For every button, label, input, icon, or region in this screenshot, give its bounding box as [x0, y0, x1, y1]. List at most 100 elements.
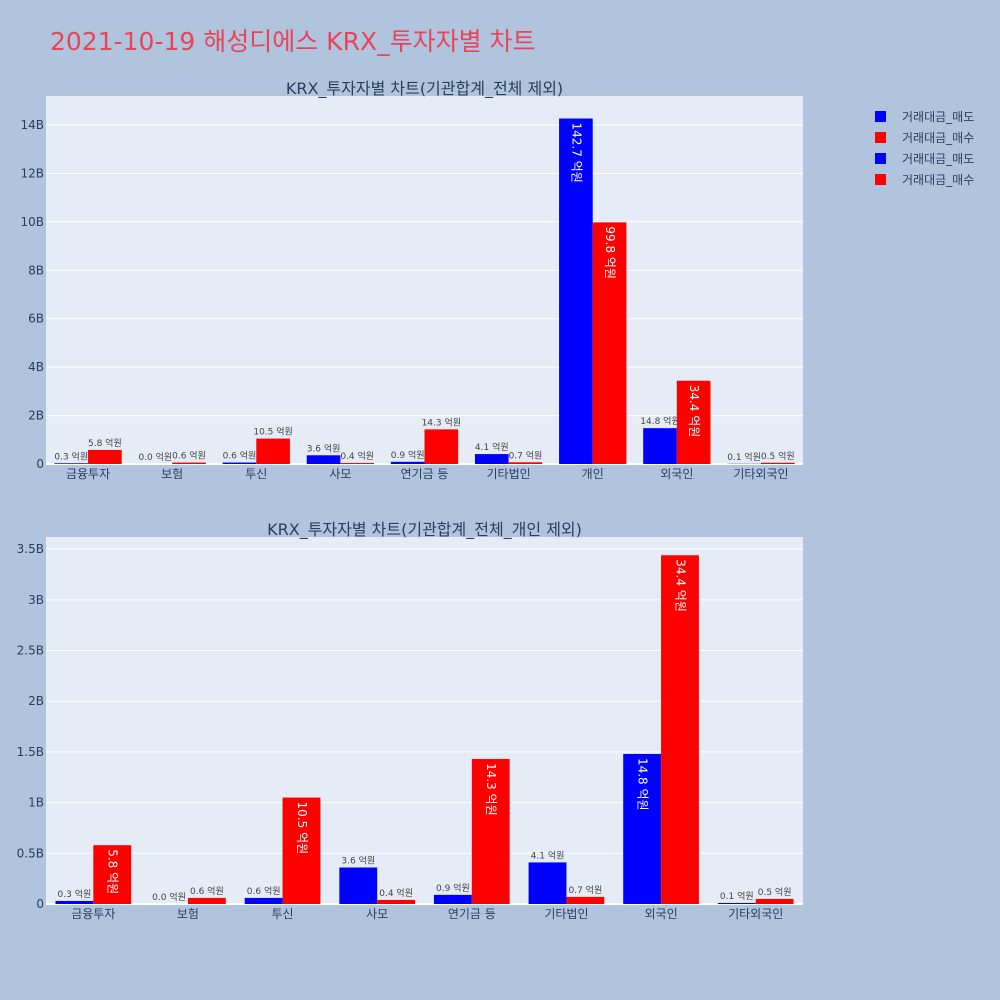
x-tick-label: 투신	[245, 467, 267, 481]
data-label: 0.5 억원	[758, 886, 792, 898]
x-tick-label: 금융투자	[71, 907, 115, 921]
bar-sell	[222, 462, 257, 464]
data-label: 4.1 억원	[531, 849, 565, 861]
x-tick-label: 보험	[177, 907, 199, 921]
chart-title: KRX_투자자별 차트(기관합계_전체_개인 제외)	[267, 520, 582, 540]
y-tick-label: 0	[36, 457, 44, 471]
data-label: 3.6 억원	[341, 855, 375, 867]
bar-buy	[676, 380, 711, 464]
y-tick-label: 2B	[28, 694, 44, 708]
data-label: 0.9 억원	[391, 449, 425, 461]
y-tick-label: 3.5B	[17, 542, 44, 556]
bar-sell	[717, 902, 756, 904]
bar-buy	[661, 555, 699, 904]
data-label: 99.8 억원	[603, 226, 617, 279]
data-label: 0.5 억원	[761, 450, 795, 462]
x-tick-label: 외국인	[645, 907, 678, 921]
page-title: 2021-10-19 해성디에스 KRX_투자자별 차트	[50, 27, 536, 56]
x-tick-label: 기타외국인	[728, 907, 783, 921]
legend-label: 거래대금_매수	[902, 173, 975, 187]
y-tick-label: 2B	[28, 409, 44, 423]
y-tick-label: 4B	[28, 360, 44, 374]
data-label: 142.7 억원	[569, 123, 583, 183]
data-label: 0.4 억원	[340, 450, 374, 462]
data-label: 0.6 억원	[223, 450, 257, 462]
bar-sell	[643, 428, 677, 464]
data-label: 0.0 억원	[138, 451, 172, 463]
legend-label: 거래대금_매도	[902, 152, 975, 166]
data-label: 0.7 억원	[509, 449, 543, 461]
bar-buy	[282, 797, 321, 904]
data-label: 0.1 억원	[720, 890, 754, 902]
y-tick-label: 14B	[20, 118, 44, 132]
bar-sell	[433, 894, 472, 904]
data-label: 0.3 억원	[54, 450, 88, 462]
legend-swatch-buy	[875, 174, 886, 185]
legend-item[interactable]: 거래대금_매수	[875, 127, 974, 148]
bar-sell	[474, 454, 509, 464]
bar-buy	[88, 449, 122, 464]
legend-label: 거래대금_매도	[902, 110, 975, 124]
bar-sell	[339, 867, 378, 904]
x-tick-label: 보험	[161, 467, 183, 481]
x-tick-label: 사모	[329, 467, 351, 481]
y-tick-label: 12B	[20, 166, 44, 180]
data-label: 0.9 억원	[436, 882, 470, 894]
bar-buy	[755, 898, 794, 904]
bar-sell	[54, 463, 89, 464]
bar-buy	[172, 462, 206, 464]
data-label: 0.6 억원	[172, 450, 206, 462]
x-tick-label: 연기금 등	[448, 907, 496, 921]
bar-sell	[559, 118, 593, 464]
data-label: 3.6 억원	[307, 442, 341, 454]
legend-item[interactable]: 거래대금_매도	[875, 148, 974, 169]
chart-title: KRX_투자자별 차트(기관합계_전체 제외)	[286, 79, 563, 99]
data-label: 14.8 억원	[640, 415, 679, 427]
y-tick-label: 0.5B	[17, 846, 44, 860]
legend-item[interactable]: 거래대금_매도	[875, 106, 974, 127]
data-label: 10.5 억원	[295, 802, 309, 855]
x-tick-label: 기타법인	[487, 467, 531, 481]
x-tick-label: 연기금 등	[401, 467, 449, 481]
bar-sell	[528, 862, 567, 904]
bar-buy	[508, 462, 543, 464]
legend: 거래대금_매도 거래대금_매수 거래대금_매도 거래대금_매수	[875, 106, 974, 190]
bar-sell	[306, 455, 341, 464]
x-tick-label: 외국인	[660, 467, 693, 481]
data-label: 34.4 억원	[673, 559, 687, 612]
bar-buy	[377, 899, 416, 904]
bar-buy	[760, 462, 795, 464]
x-tick-label: 기타법인	[544, 907, 588, 921]
data-label: 10.5 억원	[253, 426, 292, 438]
y-tick-label: 10B	[20, 215, 44, 229]
legend-label: 거래대금_매수	[902, 131, 975, 145]
data-label: 0.6 억원	[190, 885, 224, 897]
bar-buy	[592, 222, 627, 464]
data-label: 14.3 억원	[484, 763, 498, 816]
bar-buy	[424, 429, 459, 464]
data-label: 0.7 억원	[568, 884, 602, 896]
x-tick-label: 금융투자	[66, 467, 110, 481]
bar-sell	[623, 753, 662, 904]
data-label: 5.8 억원	[106, 849, 120, 894]
legend-swatch-sell	[875, 111, 886, 122]
y-tick-label: 8B	[28, 263, 44, 277]
legend-swatch-buy	[875, 132, 886, 143]
data-label: 0.0 억원	[152, 891, 186, 903]
y-tick-label: 3B	[28, 593, 44, 607]
bar-buy	[256, 438, 290, 464]
legend-item[interactable]: 거래대금_매수	[875, 169, 974, 190]
y-tick-label: 2.5B	[17, 644, 44, 658]
x-tick-label: 기타외국인	[733, 467, 788, 481]
bar-buy	[187, 897, 226, 904]
y-tick-label: 1.5B	[17, 745, 44, 759]
data-label: 5.8 억원	[88, 437, 122, 449]
data-label: 0.3 억원	[58, 888, 92, 900]
bar-buy	[471, 759, 510, 904]
bar-buy	[566, 896, 605, 904]
data-label: 0.1 억원	[727, 451, 761, 463]
x-tick-label: 투신	[272, 907, 294, 921]
bar-sell	[244, 897, 283, 904]
y-tick-label: 1B	[28, 796, 44, 810]
